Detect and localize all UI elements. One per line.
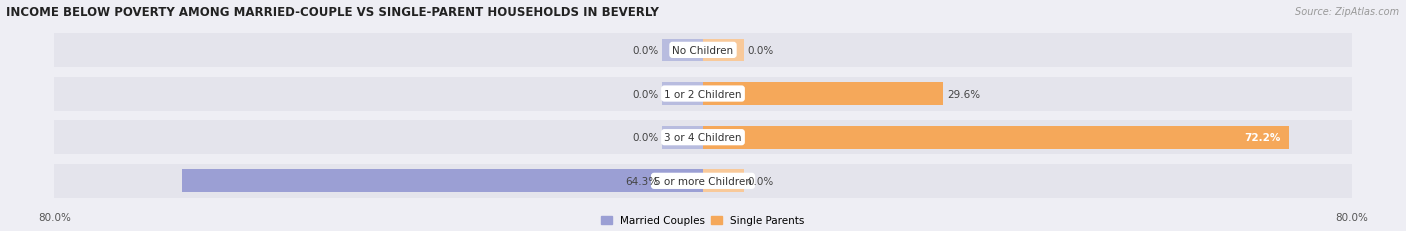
Text: 0.0%: 0.0% bbox=[748, 46, 773, 56]
Bar bbox=[662, 83, 703, 105]
Bar bbox=[55, 77, 1351, 111]
Bar bbox=[662, 126, 703, 149]
Bar bbox=[703, 126, 1288, 149]
Text: 0.0%: 0.0% bbox=[633, 46, 658, 56]
Bar bbox=[181, 170, 703, 192]
Text: INCOME BELOW POVERTY AMONG MARRIED-COUPLE VS SINGLE-PARENT HOUSEHOLDS IN BEVERLY: INCOME BELOW POVERTY AMONG MARRIED-COUPL… bbox=[6, 6, 658, 18]
Text: Source: ZipAtlas.com: Source: ZipAtlas.com bbox=[1295, 7, 1399, 17]
Text: 1 or 2 Children: 1 or 2 Children bbox=[664, 89, 742, 99]
Bar bbox=[55, 34, 1351, 68]
Text: 29.6%: 29.6% bbox=[948, 89, 980, 99]
Text: 0.0%: 0.0% bbox=[748, 176, 773, 186]
Text: 0.0%: 0.0% bbox=[633, 89, 658, 99]
Legend: Married Couples, Single Parents: Married Couples, Single Parents bbox=[600, 215, 806, 227]
Text: No Children: No Children bbox=[672, 46, 734, 56]
Text: 72.2%: 72.2% bbox=[1244, 133, 1281, 143]
Bar bbox=[703, 39, 744, 62]
Text: 64.3%: 64.3% bbox=[626, 176, 658, 186]
Bar bbox=[703, 170, 744, 192]
Bar bbox=[662, 39, 703, 62]
Text: 3 or 4 Children: 3 or 4 Children bbox=[664, 133, 742, 143]
Bar bbox=[55, 164, 1351, 198]
Bar bbox=[703, 83, 943, 105]
Text: 5 or more Children: 5 or more Children bbox=[654, 176, 752, 186]
Text: 0.0%: 0.0% bbox=[633, 133, 658, 143]
Bar bbox=[55, 121, 1351, 155]
